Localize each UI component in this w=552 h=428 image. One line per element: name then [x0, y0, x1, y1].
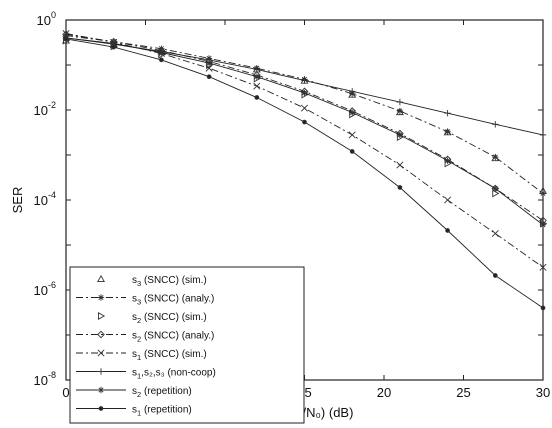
x-tick-label: 30 — [536, 385, 550, 400]
x-tick-label: 0 — [62, 385, 69, 400]
data-point — [395, 107, 404, 116]
data-point — [492, 185, 499, 192]
data-point — [301, 89, 308, 97]
legend-entry: s1,s₂,s₃ (non-coop) — [76, 368, 216, 381]
x-tick-label: 25 — [456, 385, 470, 400]
data-point — [97, 349, 105, 357]
data-point — [444, 109, 451, 117]
data-point — [348, 90, 357, 98]
data-point — [492, 273, 498, 278]
data-point — [253, 66, 260, 73]
series-7 — [63, 36, 546, 311]
data-point — [97, 330, 105, 339]
data-point — [539, 263, 547, 271]
data-point — [444, 128, 451, 135]
data-point — [445, 228, 450, 233]
x-tick-label: 20 — [377, 385, 391, 400]
legend-label: s3 (SNCC) (analy.) — [132, 294, 214, 307]
data-point — [396, 131, 404, 139]
data-point — [97, 294, 105, 301]
legend-label: s2 (SNCC) (analy.) — [132, 331, 214, 344]
data-point — [205, 64, 213, 72]
data-point — [444, 157, 451, 164]
data-point — [205, 59, 213, 67]
data-point — [301, 77, 308, 84]
data-point — [97, 274, 105, 283]
legend-entry: s3 (SNCC) (sim.) — [97, 274, 207, 288]
data-point — [349, 109, 356, 116]
data-point — [348, 131, 356, 139]
legend-label: s1,s₂,s₃ (non-coop) — [132, 368, 216, 381]
data-point — [396, 161, 404, 169]
legend-label: s2 (SNCC) (sim.) — [132, 312, 207, 325]
data-point — [158, 49, 165, 56]
data-point — [539, 131, 547, 139]
data-point — [63, 36, 69, 42]
legend-entry: s1 (SNCC) (sim.) — [76, 349, 207, 362]
legend: s3 (SNCC) (sim.) s3 (SNCC) (analy.) s2 (SN… — [69, 266, 305, 424]
data-point — [253, 73, 260, 80]
y-tick-label: 10-2 — [34, 100, 56, 118]
data-point — [396, 98, 404, 106]
y-tick-label: 10-6 — [34, 280, 56, 298]
data-point — [98, 406, 104, 411]
y-tick-label: 10-8 — [34, 370, 56, 388]
data-point — [254, 95, 260, 100]
data-point — [159, 57, 164, 63]
data-point — [97, 368, 105, 375]
data-point — [491, 229, 499, 238]
data-point — [253, 82, 261, 90]
legend-label: s1 (repetition) — [132, 405, 192, 418]
legend-label: s3 (SNCC) (sim.) — [132, 275, 207, 288]
data-point — [444, 196, 452, 204]
data-point — [349, 88, 356, 95]
data-point — [97, 312, 106, 320]
data-point — [206, 74, 212, 80]
legend-entry: s2 (SNCC) (analy.) — [76, 331, 214, 344]
data-point — [300, 104, 309, 112]
y-tick-label: 10-4 — [34, 190, 56, 208]
legend-entry: s1 (repetition) — [76, 405, 192, 418]
legend-entry: s3 (SNCC) (analy.) — [76, 294, 214, 307]
data-point — [492, 121, 499, 128]
y-axis-label: SER — [10, 187, 25, 214]
legend-box — [69, 266, 305, 424]
legend-label: s1 (SNCC) (sim.) — [132, 349, 207, 362]
data-point — [97, 386, 105, 394]
legend-label: s2 (repetition) — [132, 386, 192, 399]
legend-entry: s2 (repetition) — [76, 386, 192, 399]
series-layer — [62, 30, 548, 311]
data-point — [396, 107, 404, 115]
data-point — [539, 190, 547, 197]
y-ticks: 100 10-2 10-4 10-6 10-8 — [34, 10, 543, 388]
data-point — [397, 185, 403, 190]
data-point — [110, 40, 117, 47]
data-point — [540, 305, 546, 311]
data-point — [539, 221, 547, 229]
data-point — [492, 153, 499, 161]
y-tick-label: 100 — [37, 10, 56, 28]
data-point — [302, 119, 307, 125]
legend-entry: s2 (SNCC) (sim.) — [97, 312, 207, 325]
data-point — [349, 149, 355, 154]
data-point — [111, 44, 117, 50]
